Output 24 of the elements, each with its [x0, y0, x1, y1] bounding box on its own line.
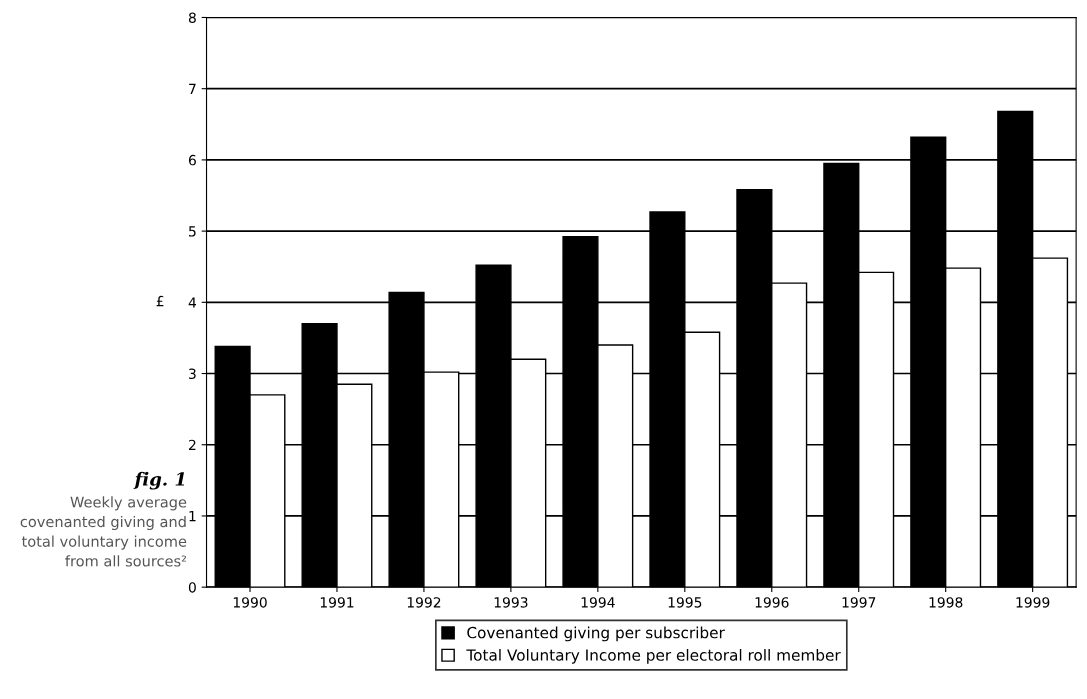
x-tick-label: 1990: [233, 597, 267, 608]
y-tick-label: 1: [189, 511, 196, 522]
x-tick-label: 1993: [494, 597, 528, 608]
x-tick-label: 1995: [668, 597, 702, 608]
x-tick-label: 1998: [929, 597, 963, 608]
legend-label: Covenanted giving per subscriber: [467, 626, 725, 642]
x-tick-label: 1999: [1016, 597, 1050, 608]
y-axis-title: £: [156, 295, 164, 307]
x-tick-label: 1991: [320, 597, 354, 608]
y-tick-label: 2: [188, 439, 196, 451]
legend-label: Total Voluntary Income per electoral roll member: [466, 648, 841, 664]
x-tick-label: 1996: [755, 597, 789, 608]
y-tick-label: 8: [188, 12, 196, 23]
y-tick-label: 4: [188, 297, 197, 308]
y-tick-label: 0: [188, 582, 196, 593]
x-tick-label: 1992: [407, 597, 441, 608]
text: Weekly average covenanted giving and total voluntary income from all sources²: [20, 496, 187, 567]
x-tick-label: 1994: [581, 597, 615, 608]
x-tick-label: 1997: [842, 597, 876, 608]
caption: fig. 1: [133, 471, 185, 490]
y-tick-label: 3: [189, 368, 196, 379]
y-tick-label: 7: [189, 83, 196, 94]
y-tick-label: 5: [189, 226, 196, 237]
y-tick-label: 6: [188, 154, 196, 166]
